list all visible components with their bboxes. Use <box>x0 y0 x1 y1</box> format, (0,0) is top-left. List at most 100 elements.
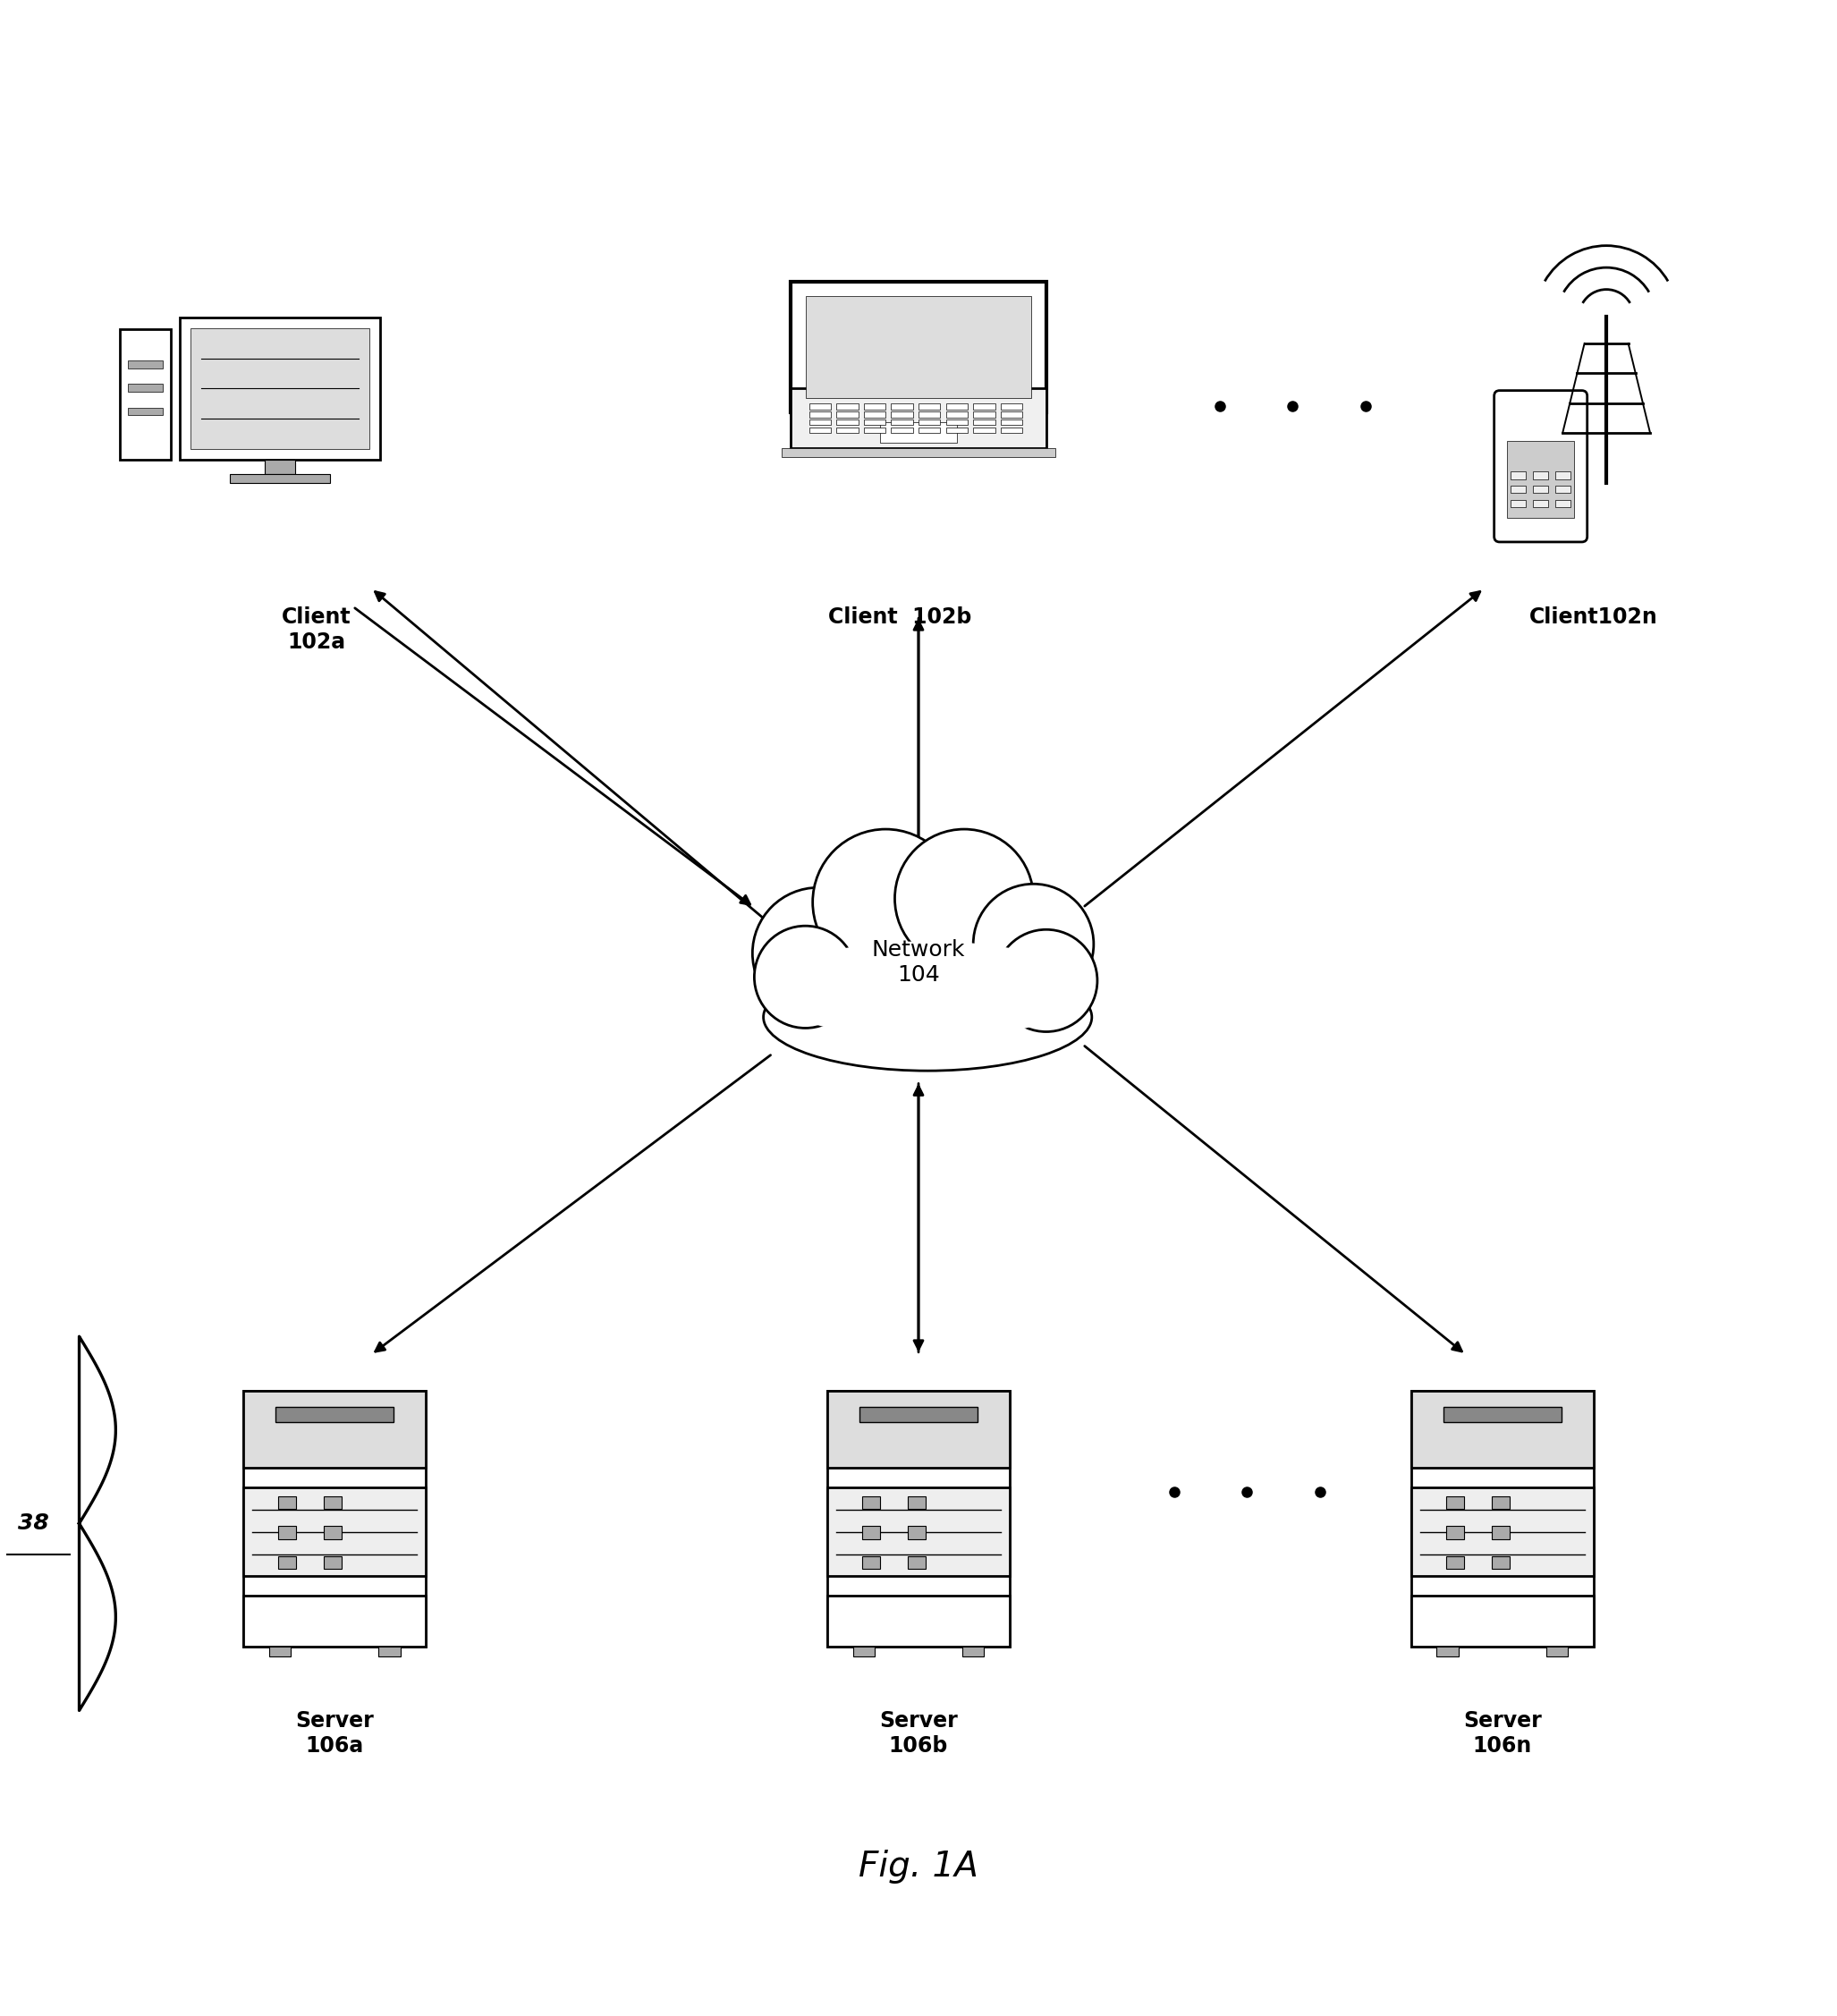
Bar <box>808 419 830 425</box>
Bar <box>1411 1488 1593 1577</box>
Text: Client
102a: Client 102a <box>281 607 351 653</box>
Bar <box>891 427 913 433</box>
Bar <box>191 329 369 450</box>
Bar <box>974 419 996 425</box>
Bar <box>127 383 163 391</box>
Text: Server
106a: Server 106a <box>296 1710 375 1756</box>
Bar <box>265 460 296 474</box>
Bar <box>378 1647 400 1657</box>
Bar <box>827 1595 1010 1647</box>
Text: Server
106n: Server 106n <box>1462 1710 1541 1756</box>
Circle shape <box>996 929 1097 1032</box>
Bar <box>808 403 830 409</box>
Bar <box>1510 472 1527 480</box>
Bar <box>323 1526 342 1538</box>
FancyBboxPatch shape <box>119 329 171 460</box>
Circle shape <box>974 883 1093 1004</box>
FancyBboxPatch shape <box>1493 391 1587 542</box>
Bar <box>1556 500 1571 508</box>
Bar <box>805 296 1032 397</box>
Bar <box>852 1647 874 1657</box>
Bar <box>836 427 858 433</box>
Bar <box>808 427 830 433</box>
Bar <box>1001 419 1023 425</box>
Bar <box>1534 472 1549 480</box>
Text: Client102n: Client102n <box>1530 607 1657 629</box>
Bar <box>946 403 968 409</box>
Bar <box>860 1407 977 1421</box>
Bar <box>836 411 858 417</box>
Bar <box>1446 1496 1464 1510</box>
Ellipse shape <box>768 941 1088 1038</box>
Bar <box>918 403 941 409</box>
Bar <box>907 1496 926 1510</box>
Bar <box>127 407 163 415</box>
Bar <box>783 448 1054 458</box>
Bar <box>891 411 913 417</box>
Bar <box>863 427 885 433</box>
Circle shape <box>753 887 884 1018</box>
Bar <box>863 403 885 409</box>
Bar <box>808 411 830 417</box>
Bar <box>1437 1647 1459 1657</box>
Bar <box>907 1526 926 1538</box>
Bar <box>918 419 941 425</box>
Bar <box>974 427 996 433</box>
Text: Client  102b: Client 102b <box>828 607 972 629</box>
Bar <box>268 1647 290 1657</box>
Bar <box>974 403 996 409</box>
Bar <box>836 403 858 409</box>
Ellipse shape <box>764 964 1091 1070</box>
Bar <box>880 421 957 444</box>
Bar <box>827 1488 1010 1577</box>
Circle shape <box>812 829 959 976</box>
FancyBboxPatch shape <box>180 317 380 460</box>
Bar <box>1510 486 1527 494</box>
Bar <box>862 1556 880 1568</box>
Bar <box>974 411 996 417</box>
FancyBboxPatch shape <box>827 1391 1010 1647</box>
Bar <box>1411 1391 1593 1468</box>
FancyBboxPatch shape <box>244 1391 426 1647</box>
Text: Server
106b: Server 106b <box>880 1710 957 1756</box>
Bar <box>127 361 163 369</box>
Bar <box>1001 411 1023 417</box>
Bar <box>827 1391 1010 1468</box>
Bar <box>277 1496 296 1510</box>
Text: Fig. 1A: Fig. 1A <box>858 1851 979 1883</box>
Bar <box>1001 427 1023 433</box>
Bar <box>918 411 941 417</box>
Bar <box>244 1488 426 1577</box>
Bar <box>1411 1595 1593 1647</box>
Bar <box>1556 486 1571 494</box>
FancyBboxPatch shape <box>790 282 1047 411</box>
Text: 38: 38 <box>18 1512 50 1534</box>
Circle shape <box>895 829 1034 968</box>
Bar <box>963 1647 985 1657</box>
Bar <box>244 1391 426 1468</box>
Bar <box>1001 403 1023 409</box>
Text: Network
104: Network 104 <box>873 939 964 986</box>
Bar <box>1492 1556 1510 1568</box>
Bar <box>863 419 885 425</box>
Bar <box>1446 1526 1464 1538</box>
FancyBboxPatch shape <box>1411 1391 1593 1647</box>
Bar <box>323 1556 342 1568</box>
Bar <box>863 411 885 417</box>
Bar <box>891 403 913 409</box>
Bar <box>946 427 968 433</box>
Bar <box>836 419 858 425</box>
Bar <box>946 411 968 417</box>
Bar <box>907 1556 926 1568</box>
Bar <box>862 1526 880 1538</box>
Bar <box>1534 486 1549 494</box>
Circle shape <box>755 925 856 1028</box>
Bar <box>230 474 331 484</box>
Bar <box>946 419 968 425</box>
Bar <box>1444 1407 1561 1421</box>
Bar <box>1492 1496 1510 1510</box>
Bar <box>244 1595 426 1647</box>
Bar <box>862 1496 880 1510</box>
Bar <box>1534 500 1549 508</box>
Bar <box>1547 1647 1569 1657</box>
